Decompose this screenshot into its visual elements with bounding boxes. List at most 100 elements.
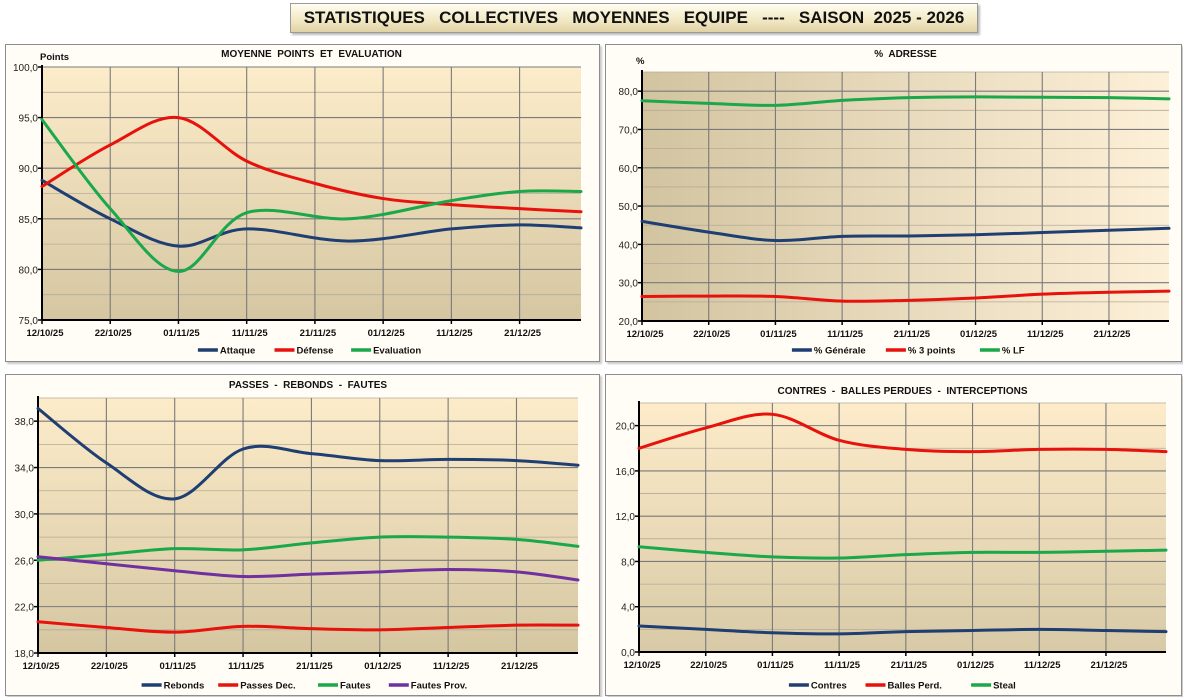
y-tick-label: 38,0 bbox=[15, 417, 35, 428]
x-tick-label: 12/10/25 bbox=[23, 661, 61, 672]
y-tick-label: 4,0 bbox=[621, 603, 635, 614]
legend-item: Rebonds bbox=[141, 681, 205, 692]
legend-label: Contres bbox=[811, 681, 847, 692]
y-tick-label: 80,0 bbox=[619, 87, 639, 98]
chart-adresse: 12/10/25 22/10/25 01/11/25 11/11/25 21/11/25… bbox=[605, 44, 1182, 362]
y-tick-label: 0,0 bbox=[621, 648, 635, 659]
legend-label: % LF bbox=[1002, 346, 1025, 357]
y-tick-label: 22,0 bbox=[15, 603, 35, 614]
chart-title: % ADRESSE bbox=[874, 49, 937, 60]
plot-area bbox=[38, 398, 578, 653]
page-title-banner: STATISTIQUES COLLECTIVES MOYENNES EQUIPE… bbox=[290, 3, 978, 33]
y-tick-label: 85,0 bbox=[19, 215, 39, 226]
x-tick-label: 11/11/25 bbox=[228, 661, 265, 672]
legend-label: Passes Dec. bbox=[240, 681, 295, 692]
series-line-evaluation bbox=[40, 118, 583, 273]
x-tick-label: 21/11/25 bbox=[891, 660, 928, 671]
legend-label: Défense bbox=[297, 346, 334, 357]
legend-item: Fautes bbox=[318, 681, 371, 692]
legend-label: % Générale bbox=[814, 346, 866, 357]
x-tick-label: 12/10/25 bbox=[624, 660, 662, 671]
chart-contres-balles-interceptions: 12/10/25 22/10/25 01/11/25 11/11/25 21/11/25… bbox=[605, 374, 1182, 696]
series-line-attaque bbox=[40, 178, 583, 248]
legend-item: % Générale bbox=[791, 346, 866, 357]
x-tick-label: 21/12/25 bbox=[1093, 329, 1131, 340]
series-line-d-fense bbox=[40, 115, 583, 214]
legend-item: Contres bbox=[788, 681, 847, 692]
x-tick-label: 21/11/25 bbox=[300, 328, 337, 339]
x-tick-label: 22/10/25 bbox=[690, 660, 728, 671]
series-line-lf bbox=[640, 95, 1171, 107]
y-tick-label: 26,0 bbox=[15, 556, 35, 567]
chart-passes-rebonds-fautes: 12/10/25 22/10/25 01/11/25 11/11/25 21/11/25… bbox=[5, 374, 600, 696]
series-line-fautes-prov bbox=[36, 555, 580, 582]
y-tick-label: 40,0 bbox=[619, 240, 639, 251]
x-tick-label: 01/12/25 bbox=[368, 328, 406, 339]
x-tick-label: 01/11/25 bbox=[757, 660, 794, 671]
y-tick-label: 80,0 bbox=[19, 265, 39, 276]
series-line-rebonds bbox=[36, 406, 580, 501]
y-tick-label: 8,0 bbox=[621, 557, 635, 568]
y-tick-label: 34,0 bbox=[15, 464, 35, 475]
y-tick-label: 75,0 bbox=[19, 316, 39, 327]
x-tick-label: 11/11/25 bbox=[824, 660, 861, 671]
x-tick-label: 11/11/25 bbox=[827, 329, 864, 340]
y-tick-label: 70,0 bbox=[619, 125, 639, 136]
y-tick-label: 90,0 bbox=[19, 164, 39, 175]
legend-item: Evaluation bbox=[351, 346, 421, 357]
chart-svg: 12/10/25 22/10/25 01/11/25 11/11/25 21/11/25… bbox=[616, 386, 1168, 692]
legend-item: Défense bbox=[274, 346, 334, 357]
series-line-passes-dec bbox=[36, 620, 580, 634]
x-tick-label: 22/10/25 bbox=[693, 329, 731, 340]
y-tick-label: 30,0 bbox=[15, 510, 35, 521]
legend-label: Attaque bbox=[220, 346, 255, 357]
y-tick-label: 18,0 bbox=[15, 649, 35, 660]
legend-item: Balles Perd. bbox=[865, 681, 942, 692]
x-tick-label: 21/12/25 bbox=[501, 661, 539, 672]
x-tick-label: 12/10/25 bbox=[627, 329, 665, 340]
legend-item: Fautes Prov. bbox=[388, 681, 467, 692]
series-line-balles-perd bbox=[637, 412, 1168, 454]
y-tick-label: 100,0 bbox=[13, 63, 38, 74]
x-tick-label: 01/12/25 bbox=[957, 660, 995, 671]
legend-item: % 3 points bbox=[885, 346, 956, 357]
y-tick-label: 30,0 bbox=[619, 279, 639, 290]
y-tick-label: 50,0 bbox=[619, 202, 639, 213]
x-tick-label: 21/12/25 bbox=[504, 328, 542, 339]
chart-svg: 12/10/25 22/10/25 01/11/25 11/11/25 21/11/25… bbox=[13, 49, 583, 357]
x-tick-label: 01/11/25 bbox=[163, 328, 200, 339]
legend: Contres Balles Perd. Steal bbox=[788, 681, 1016, 692]
chart-title: PASSES - REBONDS - FAUTES bbox=[229, 380, 387, 391]
x-tick-label: 01/12/25 bbox=[960, 329, 998, 340]
series-line-steal bbox=[637, 545, 1168, 560]
legend-label: Evaluation bbox=[373, 346, 421, 357]
x-tick-label: 12/10/25 bbox=[27, 328, 65, 339]
y-tick-label: 60,0 bbox=[619, 164, 639, 175]
plot-area bbox=[642, 72, 1169, 321]
y-axis-label: % bbox=[636, 56, 645, 67]
x-tick-label: 22/10/25 bbox=[91, 661, 129, 672]
y-tick-label: 20,0 bbox=[619, 317, 639, 328]
legend-label: Balles Perd. bbox=[888, 681, 942, 692]
chart-svg: 12/10/25 22/10/25 01/11/25 11/11/25 21/11/25… bbox=[15, 380, 580, 692]
chart-svg: 12/10/25 22/10/25 01/11/25 11/11/25 21/11/25… bbox=[619, 49, 1171, 357]
y-tick-label: 20,0 bbox=[616, 422, 636, 433]
legend-label: % 3 points bbox=[908, 346, 956, 357]
legend-label: Rebonds bbox=[164, 681, 205, 692]
legend-item: % LF bbox=[979, 346, 1025, 357]
x-tick-label: 11/12/25 bbox=[1024, 660, 1061, 671]
x-tick-label: 11/12/25 bbox=[1027, 329, 1064, 340]
y-tick-label: 95,0 bbox=[19, 114, 39, 125]
x-tick-label: 11/11/25 bbox=[232, 328, 269, 339]
x-tick-label: 21/12/25 bbox=[1090, 660, 1128, 671]
chart-points-evaluation: 12/10/25 22/10/25 01/11/25 11/11/25 21/11/25… bbox=[5, 44, 600, 362]
legend-item: Attaque bbox=[197, 346, 255, 357]
legend-item: Passes Dec. bbox=[218, 681, 296, 692]
legend-label: Fautes Prov. bbox=[411, 681, 467, 692]
legend-item: Steal bbox=[971, 681, 1016, 692]
legend-label: Steal bbox=[993, 681, 1016, 692]
x-tick-label: 11/12/25 bbox=[433, 661, 470, 672]
plot-area bbox=[639, 403, 1166, 652]
x-tick-label: 22/10/25 bbox=[95, 328, 133, 339]
legend: Attaque Défense Evaluation bbox=[197, 346, 421, 357]
